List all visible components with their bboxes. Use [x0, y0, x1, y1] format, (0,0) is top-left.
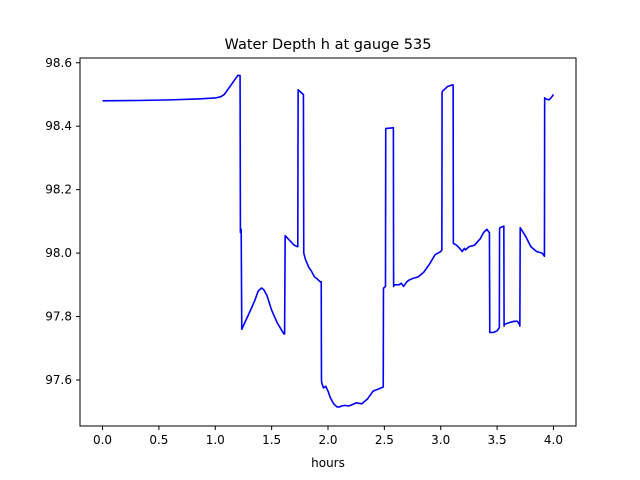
- x-axis: 0.0 0.5 1.0 1.5 2.0 2.5 3.0 3.5 4.0: [93, 426, 563, 447]
- x-tick-label: 1.5: [262, 433, 281, 447]
- y-tick-label: 97.6: [45, 373, 72, 387]
- x-tick-label: 4.0: [544, 433, 563, 447]
- y-tick-label: 98.2: [45, 183, 72, 197]
- series-line: [102, 74, 555, 408]
- x-axis-label: hours: [311, 456, 345, 470]
- y-tick-label: 98.0: [45, 246, 72, 260]
- y-tick-label: 97.8: [45, 310, 72, 324]
- x-tick-label: 2.0: [318, 433, 337, 447]
- x-tick-label: 0.5: [149, 433, 168, 447]
- y-axis: 97.6 97.8 98.0 98.2 98.4 98.6: [45, 56, 80, 387]
- x-tick-label: 1.0: [206, 433, 225, 447]
- x-tick-label: 3.0: [431, 433, 450, 447]
- x-tick-label: 3.5: [488, 433, 507, 447]
- chart-title: Water Depth h at gauge 535: [225, 37, 432, 53]
- x-tick-label: 2.5: [375, 433, 394, 447]
- x-tick-label: 0.0: [93, 433, 112, 447]
- y-tick-label: 98.6: [45, 56, 72, 70]
- y-tick-label: 98.4: [45, 119, 72, 133]
- plot-frame: [79, 57, 577, 427]
